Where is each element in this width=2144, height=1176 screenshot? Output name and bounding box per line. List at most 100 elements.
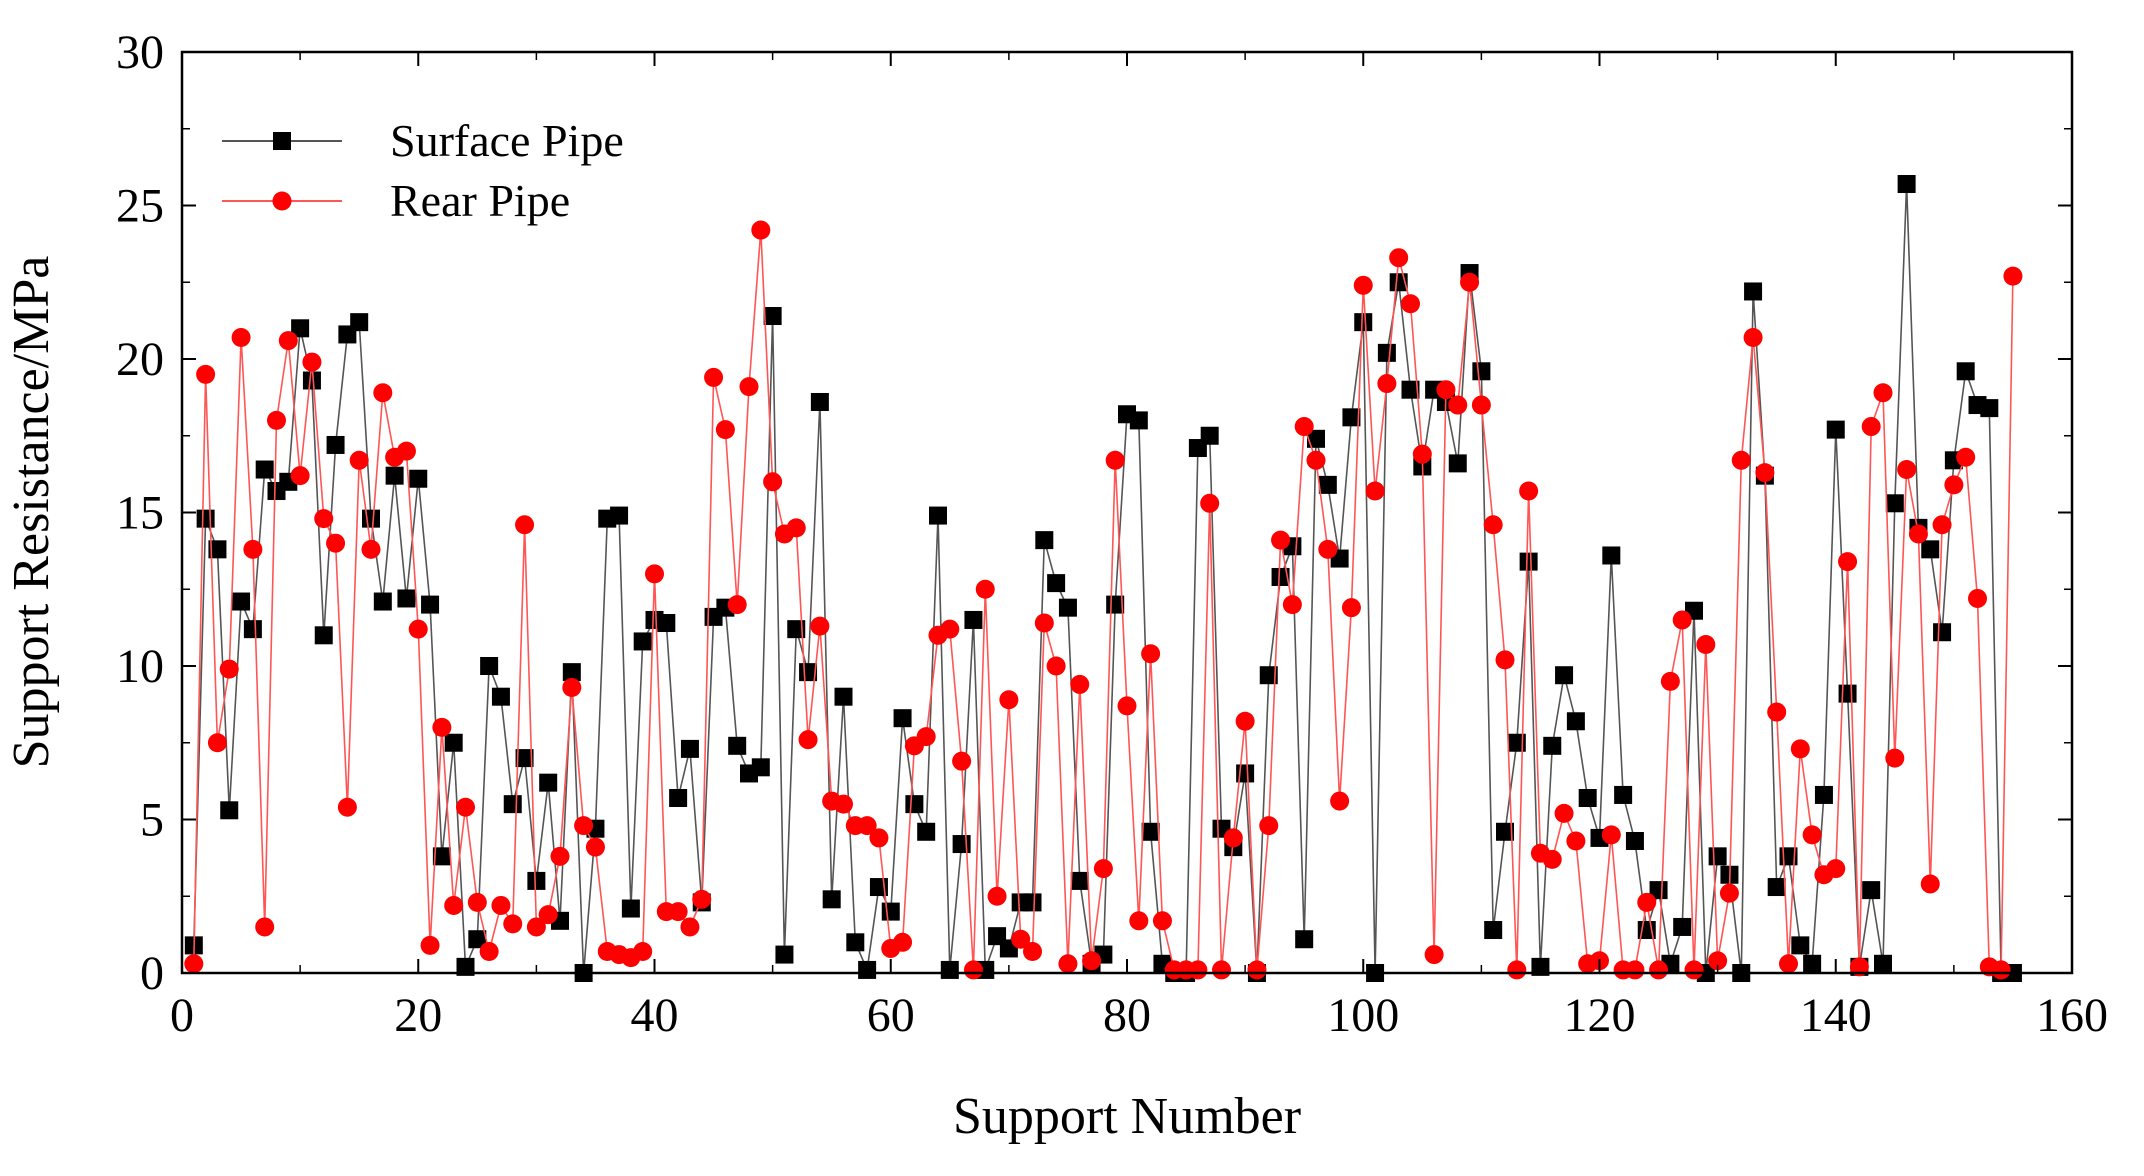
- data-point: [1519, 481, 1539, 501]
- data-point: [1897, 175, 1916, 194]
- data-point: [1826, 420, 1845, 439]
- data-point: [432, 847, 451, 866]
- data-point: [421, 595, 440, 614]
- data-point: [893, 932, 913, 952]
- data-point: [526, 917, 546, 937]
- data-point: [1058, 598, 1077, 617]
- data-point: [1779, 954, 1798, 974]
- data-point: [1318, 475, 1337, 494]
- data-point: [539, 773, 558, 792]
- data-point: [1956, 447, 1976, 467]
- data-point: [727, 595, 747, 615]
- data-point: [786, 518, 806, 538]
- data-point: [1365, 481, 1385, 501]
- data-point: [1531, 957, 1550, 976]
- data-point: [291, 319, 310, 338]
- data-point: [1212, 960, 1231, 980]
- data-point: [1507, 733, 1526, 752]
- data-point: [1614, 785, 1633, 804]
- data-point: [1897, 460, 1917, 480]
- data-point: [574, 816, 594, 836]
- data-point: [668, 902, 688, 922]
- data-point: [408, 619, 428, 639]
- y-axis-title: Support Resistance/MPa: [3, 256, 60, 769]
- data-point: [798, 730, 818, 750]
- data-point: [2003, 266, 2023, 286]
- data-point: [515, 749, 534, 768]
- data-point: [432, 717, 452, 737]
- data-point: [314, 509, 334, 529]
- data-point: [302, 371, 321, 390]
- data-point: [232, 592, 251, 611]
- data-point: [585, 837, 605, 857]
- data-point: [527, 871, 546, 890]
- data-point: [940, 619, 960, 639]
- x-tick-label: 20: [394, 989, 442, 1042]
- data-point: [704, 367, 724, 387]
- data-point: [456, 797, 475, 817]
- y-tick-label: 25: [116, 180, 164, 233]
- data-point: [917, 822, 936, 841]
- legend-marker: [273, 132, 291, 150]
- data-point: [940, 960, 959, 979]
- data-point: [267, 410, 286, 430]
- data-point: [1496, 822, 1514, 841]
- data-point: [562, 677, 582, 697]
- data-point: [633, 942, 653, 962]
- data-point: [444, 895, 464, 915]
- data-point: [456, 957, 475, 976]
- data-point: [278, 331, 298, 351]
- data-point: [1342, 408, 1361, 427]
- data-point: [1555, 666, 1574, 685]
- data-point: [503, 795, 522, 814]
- data-point: [1129, 411, 1148, 430]
- data-point: [1152, 911, 1172, 931]
- y-tick-label: 0: [140, 947, 164, 1000]
- data-point: [1223, 828, 1243, 848]
- data-point: [822, 890, 841, 909]
- data-point: [669, 789, 688, 808]
- data-point: [420, 935, 440, 955]
- data-point: [1826, 859, 1846, 879]
- data-point: [1744, 282, 1763, 301]
- data-point: [491, 895, 511, 915]
- data-point: [1933, 623, 1952, 642]
- data-point: [1696, 635, 1716, 655]
- x-tick-label: 100: [1327, 989, 1399, 1042]
- data-point: [1271, 567, 1290, 586]
- data-point: [1401, 294, 1420, 314]
- data-point: [987, 886, 1007, 906]
- data-point: [1141, 644, 1161, 664]
- data-point: [1731, 450, 1751, 470]
- data-point: [1471, 395, 1491, 415]
- x-axis-title: Support Number: [953, 1088, 1301, 1145]
- data-point: [1862, 881, 1881, 900]
- data-point: [1341, 598, 1361, 618]
- data-point: [409, 469, 428, 488]
- data-point: [480, 657, 499, 675]
- data-point: [196, 364, 216, 384]
- data-point: [1448, 454, 1467, 473]
- data-point: [739, 377, 759, 397]
- data-point: [314, 626, 333, 645]
- data-point: [810, 392, 829, 411]
- data-point: [1543, 736, 1562, 755]
- data-point: [1602, 546, 1621, 565]
- data-point: [692, 889, 712, 909]
- data-point: [231, 328, 251, 348]
- data-point: [1838, 552, 1858, 572]
- data-point: [680, 917, 700, 937]
- data-point: [479, 942, 499, 962]
- data-point: [1200, 426, 1219, 445]
- data-point: [1259, 816, 1279, 836]
- data-point: [1625, 831, 1644, 850]
- x-tick-label: 80: [1103, 989, 1151, 1042]
- data-point: [1318, 539, 1338, 559]
- data-point: [337, 797, 357, 817]
- series-layer: [184, 175, 2023, 982]
- data-point: [952, 751, 972, 771]
- data-point: [1708, 847, 1727, 866]
- data-point: [184, 954, 204, 974]
- data-point: [1944, 475, 1964, 495]
